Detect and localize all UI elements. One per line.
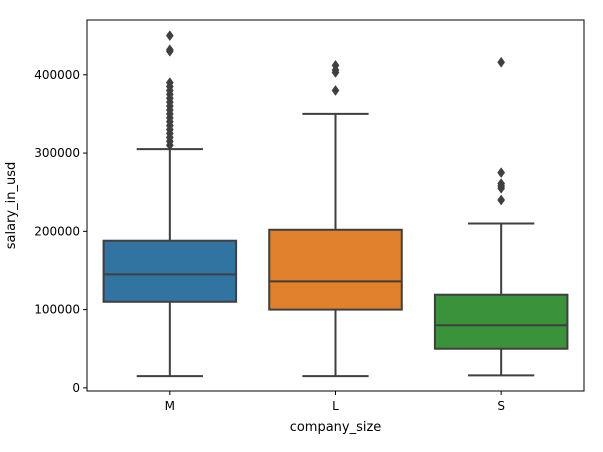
y-tick-label: 400000: [34, 68, 80, 82]
iqr-box: [268, 228, 403, 311]
iqr-box: [433, 293, 569, 350]
outlier-point: [497, 167, 506, 179]
outlier-point: [331, 59, 340, 71]
y-axis-label: salary_in_usd: [4, 162, 19, 249]
outlier-point: [165, 30, 174, 42]
x-tick-label: L: [332, 399, 339, 413]
box-group-S: [433, 56, 569, 377]
box-group-M: [102, 30, 238, 378]
box-group-L: [268, 59, 403, 378]
x-tick-label: S: [497, 399, 505, 413]
outlier-point: [331, 85, 340, 96]
outlier-point: [165, 44, 174, 56]
iqr-box: [102, 239, 238, 303]
x-tick-label: M: [165, 399, 175, 413]
outlier-point: [497, 194, 506, 206]
outlier-point: [497, 56, 506, 68]
y-tick-label: 200000: [34, 224, 80, 238]
x-axis-label: company_size: [290, 420, 382, 435]
y-tick-label: 100000: [34, 303, 80, 317]
y-tick-label: 300000: [34, 146, 80, 160]
y-tick-label: 0: [72, 381, 80, 395]
outlier-point: [165, 77, 174, 89]
outlier-point: [497, 178, 506, 190]
